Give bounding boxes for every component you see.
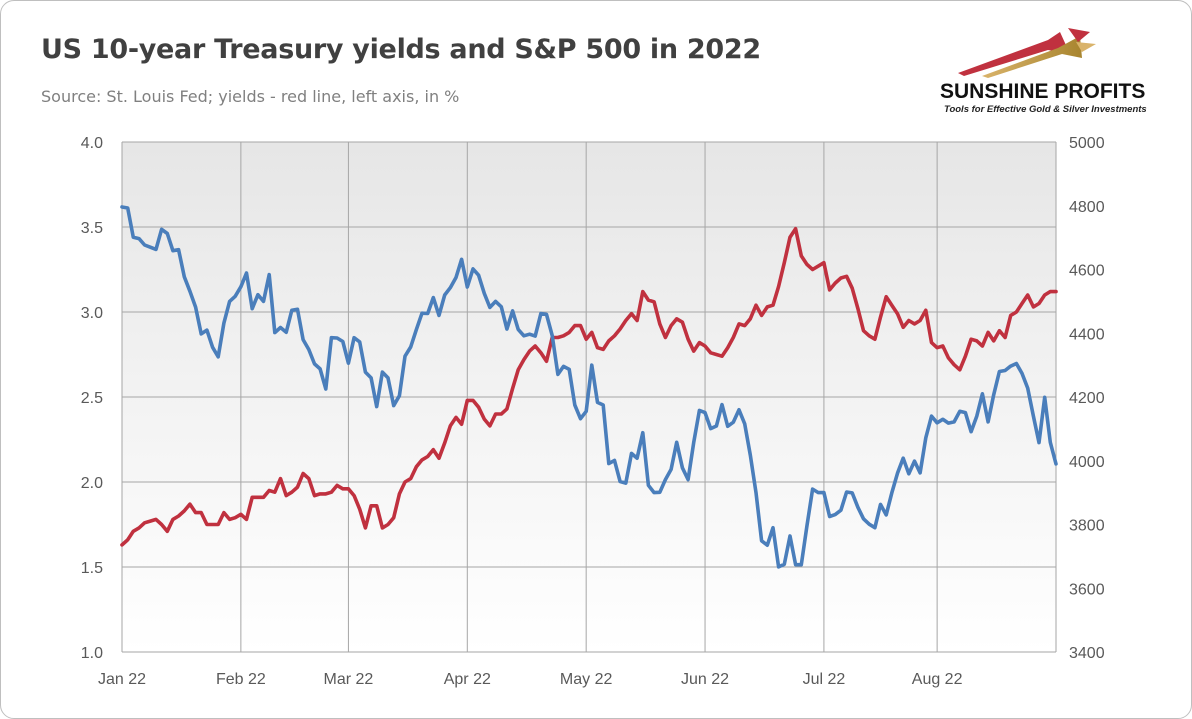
logo-name: SUNSHINE PROFITS — [940, 80, 1146, 103]
logo-arrow-icon — [958, 28, 1096, 78]
x-tick-label: Aug 22 — [912, 671, 963, 688]
right-tick-label: 4400 — [1069, 326, 1105, 343]
x-tick-label: Jan 22 — [98, 671, 146, 688]
left-tick-label: 2.0 — [81, 475, 103, 492]
series-group — [120, 205, 1058, 569]
left-tick-label: 3.5 — [81, 220, 103, 237]
right-tick-label: 4200 — [1069, 390, 1105, 407]
left-axis-ticks: 1.0 1.5 2.0 2.5 3.0 3.5 4.0 — [81, 135, 103, 662]
left-tick-label: 4.0 — [81, 135, 103, 152]
x-tick-label: Feb 22 — [216, 671, 266, 688]
right-tick-label: 4800 — [1069, 199, 1105, 216]
x-tick-label: Jul 22 — [803, 671, 846, 688]
x-axis-ticks: Jan 22 Feb 22 Mar 22 Apr 22 May 22 Jun 22 Jul … — [98, 671, 963, 688]
right-tick-label: 4000 — [1069, 454, 1105, 471]
sp500-line — [120, 205, 1058, 569]
right-tick-label: 3800 — [1069, 518, 1105, 535]
logo-tagline: Tools for Effective Gold & Silver Invest… — [944, 104, 1147, 115]
left-tick-label: 1.5 — [81, 560, 103, 577]
right-tick-label: 5000 — [1069, 135, 1105, 152]
x-tick-label: Mar 22 — [324, 671, 374, 688]
x-tick-label: Apr 22 — [444, 671, 491, 688]
x-tick-label: May 22 — [560, 671, 613, 688]
right-tick-label: 3400 — [1069, 645, 1105, 662]
right-axis-ticks: 3400 3600 3800 4000 4200 4400 4600 4800 5000 — [1069, 135, 1105, 662]
chart-title: US 10-year Treasury yields and S&P 500 i… — [41, 34, 761, 65]
chart-subtitle: Source: St. Louis Fed; yields - red line… — [41, 87, 460, 106]
sunshine-profits-logo: SUNSHINE PROFITS Tools for Effective Gol… — [930, 18, 1170, 118]
left-tick-label: 1.0 — [81, 645, 103, 662]
right-tick-label: 3600 — [1069, 581, 1105, 598]
right-tick-label: 4600 — [1069, 263, 1105, 280]
x-tick-label: Jun 22 — [681, 671, 729, 688]
left-tick-label: 3.0 — [81, 305, 103, 322]
yield-line — [120, 226, 1058, 547]
left-tick-label: 2.5 — [81, 390, 103, 407]
